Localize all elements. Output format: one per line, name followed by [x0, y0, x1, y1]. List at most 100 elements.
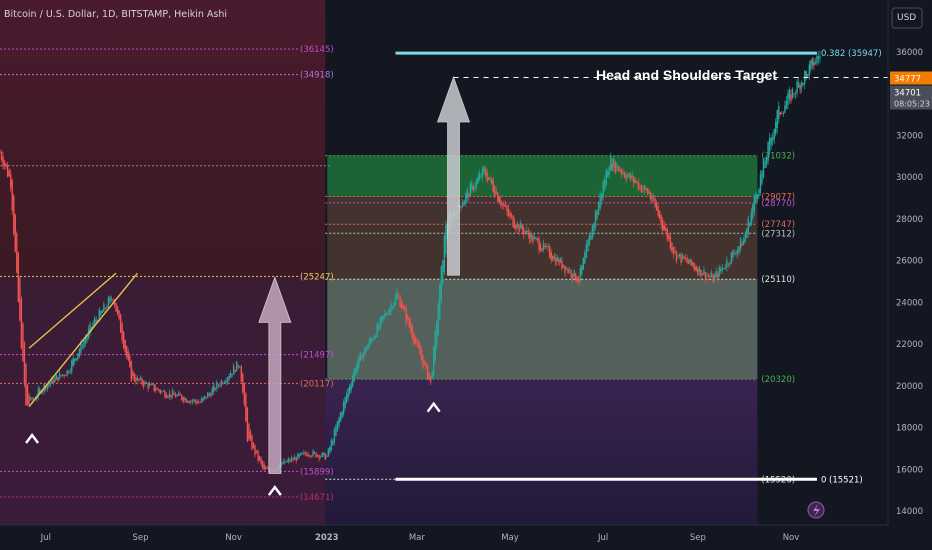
candle-body [654, 198, 656, 207]
candle-body [72, 357, 74, 366]
candle-body [516, 223, 519, 228]
candle-body [342, 401, 345, 415]
candle-body [266, 467, 268, 469]
x-tick-label: Nov [225, 533, 242, 543]
candle-body [686, 258, 688, 263]
candle-body [762, 158, 765, 178]
candle-body [468, 193, 470, 198]
candle-body [738, 245, 740, 252]
candle-body [69, 370, 71, 373]
candle-body [750, 211, 752, 225]
candle-body [80, 341, 82, 353]
candle-body [407, 315, 409, 320]
candle-body [184, 398, 186, 400]
candle-body [591, 224, 594, 238]
candle-body [373, 335, 375, 340]
candle-body [8, 170, 10, 177]
candle-body [310, 455, 313, 457]
candle-body [355, 368, 357, 375]
candle-body [787, 92, 789, 106]
candle-body [810, 60, 812, 70]
candle-body [148, 383, 151, 387]
chevron-mark [267, 485, 282, 496]
candle-body [344, 397, 346, 409]
candle-body [526, 230, 528, 232]
candle-body [14, 214, 16, 252]
candle-body [17, 252, 20, 302]
candle-body [739, 238, 742, 249]
candle-body [191, 400, 194, 402]
candle-body [190, 400, 192, 403]
candle-body [680, 254, 682, 263]
candle-body [216, 382, 218, 389]
candle-body [31, 398, 33, 400]
candle-body [469, 183, 472, 196]
candle-body [773, 129, 775, 140]
candle-body [814, 62, 817, 64]
candle-body [545, 246, 548, 247]
candle-body [781, 113, 783, 115]
candle-body [486, 172, 488, 182]
y-tick-label: 16000 [896, 465, 923, 475]
y-tick-label: 28000 [896, 215, 923, 225]
candle-body [797, 82, 800, 88]
candle-body [228, 375, 230, 380]
candle-body [362, 352, 365, 359]
candle-body [3, 161, 6, 166]
candle-body [436, 322, 438, 347]
candle-body [294, 456, 296, 460]
candle-body [535, 238, 537, 239]
candle-body [524, 231, 526, 233]
candle-body [675, 251, 678, 262]
candle-body [84, 337, 87, 344]
candle-body [243, 383, 246, 405]
candle-body [304, 452, 307, 455]
candle-body [113, 300, 116, 306]
candle-body [352, 375, 354, 387]
level-label: (25110) [761, 275, 795, 285]
candle-body [242, 374, 244, 393]
candle-body [402, 305, 404, 308]
candle-body [168, 392, 171, 397]
level-label: (21497) [300, 351, 334, 361]
candle-body [432, 346, 435, 376]
candle-body [48, 383, 50, 387]
candle-body [429, 375, 432, 382]
zone-green [327, 155, 758, 197]
candle-body [817, 56, 820, 60]
candle-body [358, 355, 360, 368]
candle-body [374, 335, 377, 338]
candle-body [116, 307, 119, 314]
x-tick-label: Sep [690, 533, 706, 543]
candle-body [629, 174, 632, 180]
candle-body [799, 84, 801, 91]
candle-body [90, 326, 93, 329]
level-label: (28770) [761, 199, 795, 209]
candle-body [707, 275, 710, 277]
candle-body [385, 314, 388, 316]
candle-body [384, 313, 386, 318]
candle-body [77, 353, 79, 360]
candle-body [790, 94, 792, 101]
x-tick-label: Jul [597, 533, 608, 543]
close-price-value: 34701 [894, 89, 921, 99]
currency-label[interactable]: USD [897, 13, 916, 23]
candle-body [698, 267, 701, 273]
candle-body [794, 93, 797, 95]
candle-body [225, 381, 227, 383]
candle-body [333, 429, 336, 443]
candle-body [660, 214, 662, 226]
candle-body [348, 386, 351, 394]
candle-body [571, 273, 574, 279]
candle-body [101, 310, 104, 314]
candle-body [793, 93, 795, 95]
y-tick-label: 22000 [896, 340, 923, 350]
x-tick-label: 2023 [315, 533, 339, 543]
candle-body [555, 257, 557, 265]
candle-body [701, 273, 704, 276]
candle-body [356, 362, 359, 372]
candle-body [648, 191, 650, 194]
candle-body [622, 171, 624, 174]
candle-body [324, 453, 326, 460]
